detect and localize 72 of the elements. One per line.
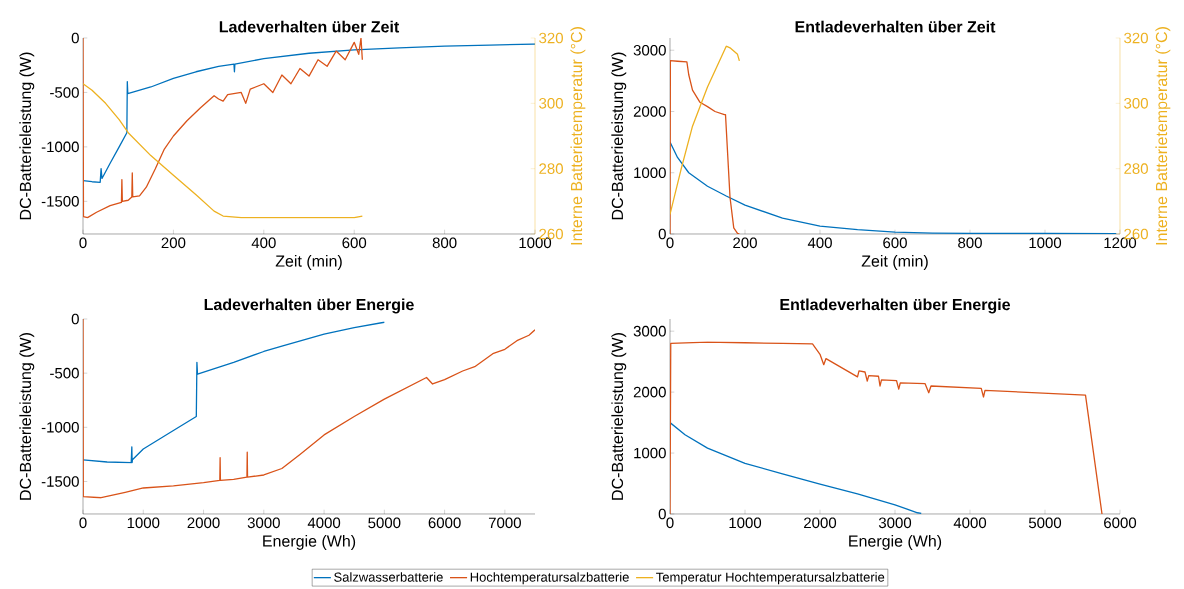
x-axis-title: Zeit (min) [275, 255, 342, 270]
x-tick-label: 3000 [878, 517, 912, 529]
x-tick-label: 2000 [187, 517, 220, 529]
x-axis-title: Zeit (min) [861, 255, 928, 270]
y2-tick-label: 280 [539, 163, 563, 174]
line-series [670, 60, 741, 234]
x-tick-label: 0 [666, 517, 674, 529]
x-tick-label: 0 [666, 237, 674, 249]
legend-label: Temperatur Hochtemperatursalzbatterie [656, 572, 885, 585]
chart-title: Entladeverhalten über Zeit [795, 20, 996, 33]
y-tick-label: 3000 [633, 44, 666, 56]
x-tick-label: 6000 [1104, 517, 1137, 529]
x-tick-label: 2000 [804, 517, 837, 529]
x-tick-label: 6000 [428, 517, 461, 529]
line-series [83, 321, 385, 464]
y-tick-label: -1000 [41, 422, 79, 433]
x-tick-label: 800 [432, 237, 457, 249]
line-series [83, 43, 536, 183]
x-tick-label: 0 [79, 517, 87, 529]
y-tick-label: -500 [50, 367, 79, 379]
x-tick-label: 1000 [1029, 237, 1062, 249]
y-tick-label: -500 [50, 87, 79, 98]
y-tick-label: 0 [71, 32, 79, 44]
line-series [670, 141, 1117, 234]
x-tick-label: 5000 [368, 517, 401, 529]
y-tick-label: -1500 [41, 476, 79, 487]
x-tick-label: 200 [733, 237, 757, 249]
chart-title: Ladeverhalten über Zeit [219, 20, 400, 33]
x-tick-label: 800 [958, 237, 982, 249]
x-tick-label: 400 [807, 237, 832, 249]
y-tick-label: 0 [658, 508, 666, 520]
y-tick-label: 0 [71, 313, 79, 325]
y-axis-title: DC-Batterieleistung (W) [19, 333, 35, 500]
x-tick-label: 1000 [127, 517, 160, 529]
chart-title: Entladeverhalten über Energie [780, 298, 1011, 314]
y-axis-title: DC-Batterieleistung (W) [611, 333, 627, 500]
x-axis-title: Energie (Wh) [263, 535, 356, 550]
y2-axis-title: Interne Batterietemperatur (°C) [1155, 27, 1171, 245]
x-tick-label: 4000 [953, 517, 987, 529]
y2-tick-label: 320 [539, 32, 563, 44]
line-series [670, 421, 922, 514]
y-tick-label: 1000 [634, 167, 666, 179]
x-tick-label: 0 [79, 237, 87, 249]
y-axis-title: DC-Batterieleistung (W) [611, 52, 627, 220]
y-tick-label: -1000 [41, 141, 79, 153]
y-tick-label: 2000 [633, 106, 666, 117]
x-tick-label: 3000 [247, 517, 280, 529]
y2-tick-label: 300 [539, 98, 563, 109]
y-tick-label: 0 [658, 228, 666, 240]
x-tick-label: 600 [342, 237, 367, 249]
line-series [670, 341, 1103, 514]
y2-tick-label: 280 [1124, 163, 1148, 174]
y-tick-label: 2000 [633, 386, 666, 398]
y2-tick-label: 300 [1124, 98, 1148, 109]
x-tick-label: 5000 [1028, 517, 1062, 529]
x-tick-label: 4000 [307, 517, 341, 529]
x-tick-label: 200 [161, 237, 186, 249]
y2-tick-label: 320 [1124, 32, 1148, 44]
x-tick-label: 1000 [729, 517, 762, 529]
x-tick-label: 7000 [488, 517, 521, 529]
y-tick-label: -1500 [41, 196, 79, 207]
y-axis-title: DC-Batterieleistung (W) [19, 52, 35, 220]
x-tick-label: 600 [883, 237, 907, 249]
x-axis-title: Energie (Wh) [849, 535, 942, 550]
legend-label: Hochtemperatursalzbatterie [470, 572, 629, 585]
y-tick-label: 3000 [633, 325, 666, 337]
line-series [670, 45, 741, 216]
legend-label: Salzwasserbatterie [334, 572, 443, 582]
x-tick-label: 400 [251, 237, 276, 249]
y-tick-label: 1000 [634, 447, 666, 459]
chart-title: Ladeverhalten über Energie [204, 298, 414, 314]
y2-axis-title: Interne Batterietemperatur (°C) [570, 27, 586, 245]
